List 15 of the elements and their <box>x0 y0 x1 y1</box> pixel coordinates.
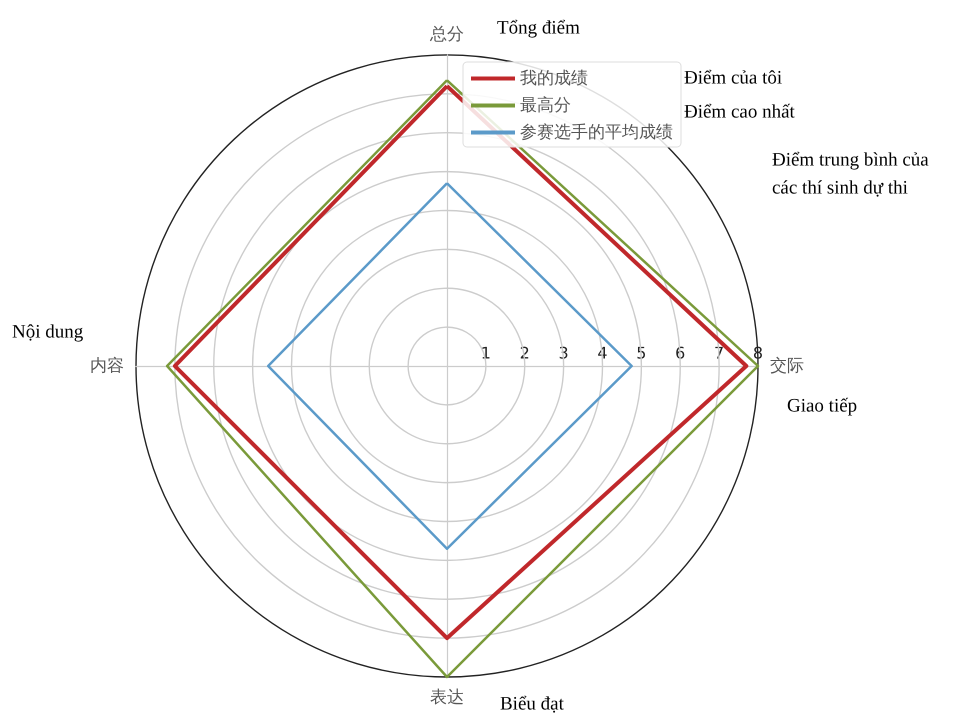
y-tick-label: 1 <box>480 344 491 362</box>
spoke-label: 表达 <box>430 688 464 708</box>
legend-label: 参赛选手的平均成绩 <box>520 122 673 142</box>
spoke-label: 总分 <box>429 24 464 44</box>
text: Tổng điểm <box>497 18 580 38</box>
text: Điểm trung bình của các thí sinh dự thi <box>772 150 930 198</box>
spoke-label: 交际 <box>770 356 804 376</box>
legend-label: 最高分 <box>520 96 571 116</box>
text: Biểu đạt <box>500 694 565 714</box>
text: Điểm cao nhất <box>684 102 796 122</box>
text: Nội dung <box>12 322 84 342</box>
text: Điểm của tôi <box>684 68 782 88</box>
text: Giao tiếp <box>787 396 858 416</box>
legend-label: 我的成绩 <box>520 68 588 88</box>
spoke-label: 内容 <box>90 356 124 376</box>
